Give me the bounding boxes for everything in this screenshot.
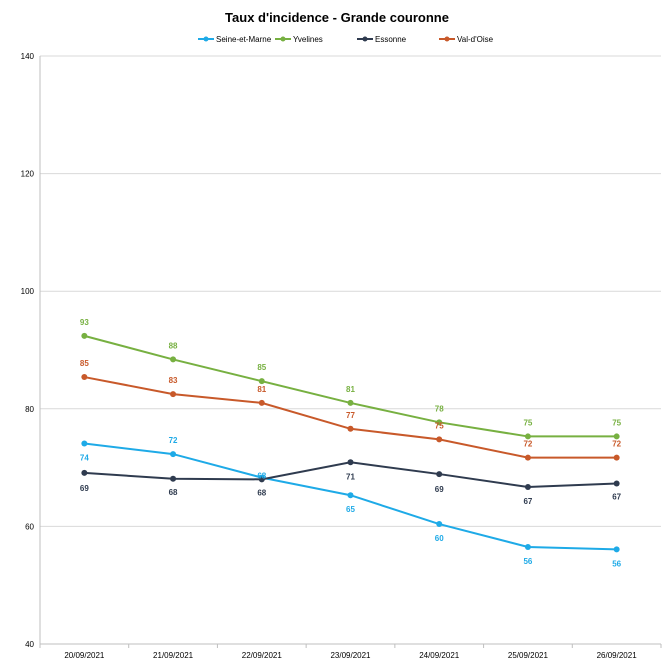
data-label: 77 <box>346 411 355 420</box>
data-point <box>613 546 620 553</box>
data-label: 83 <box>169 376 178 385</box>
x-tick-label: 26/09/2021 <box>597 651 638 660</box>
legend-label: Val-d'Oise <box>457 35 494 44</box>
data-point <box>436 521 443 528</box>
legend-item: Essonne <box>357 35 407 44</box>
data-point <box>170 451 177 458</box>
data-point <box>347 459 354 466</box>
x-tick-label: 23/09/2021 <box>330 651 371 660</box>
y-tick-label: 40 <box>25 640 34 649</box>
data-point <box>436 419 443 426</box>
data-labels: 74 72 68 65 60 56 56 93 88 85 81 78 75 75 69 68 68 71 69 67… <box>80 318 622 568</box>
series-group <box>81 332 620 553</box>
data-label: 72 <box>169 436 178 445</box>
y-tick-label: 100 <box>21 287 35 296</box>
data-point <box>436 471 443 478</box>
legend-item: Seine-et-Marne <box>198 35 272 44</box>
data-label: 56 <box>612 559 621 568</box>
legend-item: Val-d'Oise <box>439 35 494 44</box>
data-label: 85 <box>257 363 266 372</box>
chart-legend: Seine-et-Marne Yvelines Essonne Val-d'Oise <box>198 35 494 44</box>
data-label: 69 <box>80 484 89 493</box>
x-tick-label: 20/09/2021 <box>64 651 105 660</box>
data-label: 69 <box>435 485 444 494</box>
data-label: 68 <box>257 472 266 481</box>
data-label: 68 <box>169 488 178 497</box>
data-label: 74 <box>80 453 89 462</box>
data-label: 56 <box>523 557 532 566</box>
legend-marker <box>203 36 209 42</box>
x-tick-label: 25/09/2021 <box>508 651 549 660</box>
data-point <box>524 454 531 461</box>
chart-title: Taux d'incidence - Grande couronne <box>225 10 449 25</box>
data-label: 88 <box>169 341 178 350</box>
data-label: 93 <box>80 318 89 327</box>
data-label: 72 <box>523 440 532 449</box>
legend-marker <box>444 36 450 42</box>
data-label: 85 <box>80 359 89 368</box>
data-point <box>81 332 88 339</box>
x-tick-label: 24/09/2021 <box>419 651 460 660</box>
data-point <box>258 399 265 406</box>
data-point <box>347 425 354 432</box>
data-point <box>613 480 620 487</box>
data-point <box>613 454 620 461</box>
data-label: 65 <box>346 505 355 514</box>
data-label: 81 <box>257 385 266 394</box>
legend-marker <box>362 36 368 42</box>
data-point <box>524 433 531 440</box>
data-point <box>258 476 265 483</box>
y-tick-label: 120 <box>21 170 35 179</box>
data-label: 81 <box>346 385 355 394</box>
data-point <box>170 356 177 363</box>
data-label: 78 <box>435 404 444 413</box>
legend-label: Yvelines <box>293 35 323 44</box>
y-tick-label: 140 <box>21 52 35 61</box>
data-point <box>81 374 88 381</box>
data-label: 60 <box>435 534 444 543</box>
data-label: 75 <box>612 418 621 427</box>
legend-label: Essonne <box>375 35 407 44</box>
x-tick-label: 22/09/2021 <box>242 651 283 660</box>
axes: 40 60 80 100 120 140 20/09/2021 21/09/2021 22/09… <box>21 52 662 660</box>
x-tick-label: 21/09/2021 <box>153 651 194 660</box>
y-tick-label: 80 <box>25 405 34 414</box>
legend-marker <box>280 36 286 42</box>
data-label: 68 <box>257 488 266 497</box>
data-point <box>524 484 531 491</box>
gridlines <box>40 55 661 527</box>
data-point <box>347 492 354 499</box>
data-label: 75 <box>435 421 444 430</box>
data-label: 75 <box>523 418 532 427</box>
legend-item: Yvelines <box>275 35 323 44</box>
data-label: 72 <box>612 440 621 449</box>
data-point <box>170 391 177 398</box>
y-tick-label: 60 <box>25 522 34 531</box>
data-point <box>81 440 88 447</box>
data-point <box>347 399 354 406</box>
data-point <box>613 433 620 440</box>
legend-label: Seine-et-Marne <box>216 35 272 44</box>
data-point <box>258 378 265 385</box>
data-label: 71 <box>346 472 355 481</box>
data-point <box>524 543 531 550</box>
data-point <box>81 469 88 476</box>
data-label: 67 <box>612 492 621 501</box>
data-point <box>170 475 177 482</box>
data-point <box>436 436 443 443</box>
data-label: 67 <box>523 497 532 506</box>
